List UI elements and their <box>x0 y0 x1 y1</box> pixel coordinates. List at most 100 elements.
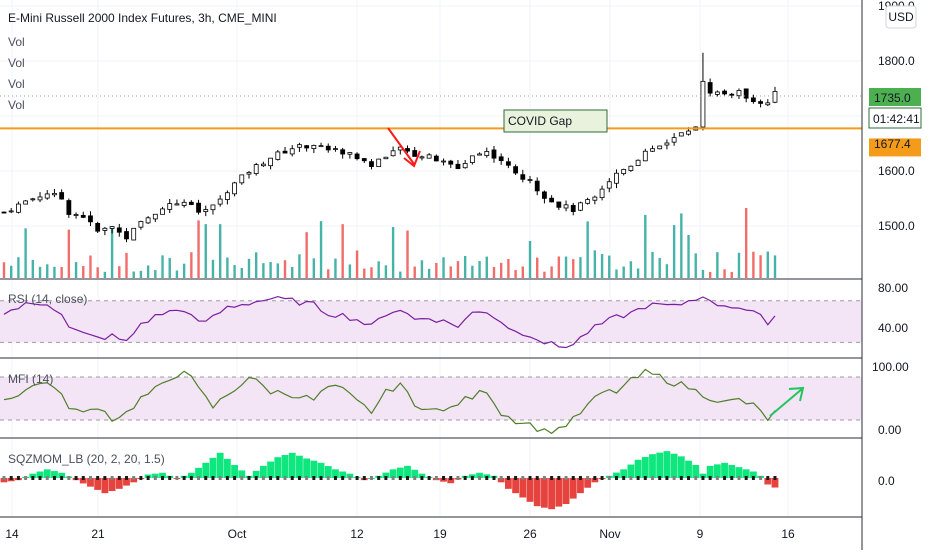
sqz-bar-47 <box>339 471 347 478</box>
sqz-dot-3 <box>24 476 28 480</box>
volume-bar-17 <box>125 252 128 278</box>
candle-69 <box>498 153 504 165</box>
vol-label-3[interactable]: Vol <box>8 77 25 91</box>
sqz-dot-19 <box>139 476 143 480</box>
rsi-line[interactable] <box>3 295 776 349</box>
currency-button[interactable]: USD <box>885 5 917 29</box>
volume-bar-59 <box>427 268 431 278</box>
candle-98 <box>707 78 713 97</box>
sqz-dot-43 <box>312 476 316 480</box>
sqz-axis[interactable]: 0.0 <box>878 474 895 488</box>
sqz-dot-33 <box>240 476 244 480</box>
candle-43 <box>311 144 317 154</box>
candle-50 <box>361 158 367 164</box>
sqz-bar-33 <box>238 470 246 478</box>
volume-bar-3 <box>24 228 27 278</box>
vol-label-2[interactable]: Vol <box>8 56 25 70</box>
rsi-tick-80: 80.00 <box>878 281 908 295</box>
candle-64 <box>462 160 468 169</box>
squeeze-momentum-histogram[interactable] <box>0 451 779 510</box>
candle-52 <box>376 158 382 167</box>
sqz-dot-67 <box>485 476 489 480</box>
sqz-bar-93 <box>670 453 678 478</box>
red-arrow-annotation[interactable] <box>387 127 421 168</box>
sqz-dot-38 <box>276 476 280 480</box>
candle-62 <box>448 159 454 169</box>
sqz-dot-4 <box>31 476 35 480</box>
sqz-dot-55 <box>398 476 402 480</box>
volume-bar-7 <box>53 266 56 278</box>
candle-24 <box>174 199 180 206</box>
candle-4 <box>30 197 36 202</box>
sqz-dot-23 <box>168 476 172 480</box>
volume-bar-30 <box>218 224 222 278</box>
mfi-axis[interactable]: 100.00 0.00 <box>872 360 909 437</box>
sqz-dot-59 <box>427 476 431 480</box>
candle-107 <box>772 86 778 104</box>
sqz-bar-98 <box>706 465 714 478</box>
sqz-dot-107 <box>773 476 777 480</box>
volume-bar-53 <box>384 265 388 278</box>
volume-bar-13 <box>96 267 99 278</box>
volume-bar-66 <box>478 261 481 278</box>
candle-73 <box>527 175 533 184</box>
sqz-bar-14 <box>101 478 109 494</box>
candle-14 <box>102 226 108 236</box>
sqz-dot-83 <box>600 476 604 480</box>
candle-9 <box>66 198 72 218</box>
rsi-label[interactable]: RSI (14, close) <box>8 292 87 306</box>
price-candles[interactable] <box>1 52 778 243</box>
mfi-label[interactable]: MFI (14) <box>8 372 53 386</box>
sqz-bar-5 <box>36 471 44 478</box>
sqz-bar-100 <box>721 462 728 478</box>
sqz-dot-85 <box>614 476 618 480</box>
chart-title[interactable]: E-Mini Russell 2000 Index Futures, 3h, C… <box>8 11 277 25</box>
candle-63 <box>455 160 461 170</box>
covid-gap-annotation[interactable]: COVID Gap <box>503 109 608 133</box>
sqz-bar-39 <box>281 455 289 478</box>
green-arrow-annotation[interactable] <box>769 386 805 417</box>
mfi-line[interactable] <box>3 368 776 435</box>
volume-bar-58 <box>420 260 424 278</box>
time-tick-4: 19 <box>433 527 447 541</box>
sqz-dot-37 <box>269 476 273 480</box>
volume-bar-94 <box>680 213 683 278</box>
sqz-bar-43 <box>310 460 318 478</box>
vol-label-1[interactable]: Vol <box>8 35 25 49</box>
volume-bar-12 <box>89 255 92 278</box>
candle-15 <box>109 226 115 234</box>
sqz-dot-97 <box>701 476 705 480</box>
volume-bar-15 <box>110 227 114 278</box>
sqz-dot-87 <box>629 476 633 480</box>
candle-54 <box>390 146 396 157</box>
sqz-bar-21 <box>151 473 159 478</box>
candle-65 <box>469 155 475 165</box>
mfi-tick-0: 0.00 <box>878 423 902 437</box>
volume-bar-9 <box>67 229 71 278</box>
sqz-bar-42 <box>303 458 311 478</box>
sqz-bar-12 <box>87 478 94 487</box>
sqz-label[interactable]: SQZMOM_LB (20, 2, 20, 1.5) <box>8 452 165 466</box>
time-tick-1: 21 <box>91 527 105 541</box>
volume-bar-77 <box>557 256 561 278</box>
sqz-dot-25 <box>182 476 186 480</box>
candle-30 <box>217 195 223 207</box>
candle-94 <box>678 132 684 137</box>
candle-66 <box>477 152 482 156</box>
candle-22 <box>160 206 165 215</box>
time-axis[interactable]: 14 21 Oct 12 19 26 Nov 9 16 <box>5 527 795 541</box>
volume-bar-18 <box>132 271 135 278</box>
rsi-axis[interactable]: 80.00 40.00 <box>878 281 908 335</box>
candle-78 <box>563 200 569 212</box>
sqz-dot-89 <box>643 476 647 480</box>
sqz-dot-32 <box>233 476 237 480</box>
vol-label-4[interactable]: Vol <box>8 98 25 112</box>
sqz-dot-90 <box>651 476 655 480</box>
volume-bar-104 <box>752 251 755 278</box>
sqz-dot-22 <box>161 476 165 480</box>
volume-bar-45 <box>327 269 330 278</box>
sqz-bar-27 <box>195 467 202 478</box>
candle-5 <box>37 192 43 203</box>
candle-44 <box>318 142 324 148</box>
